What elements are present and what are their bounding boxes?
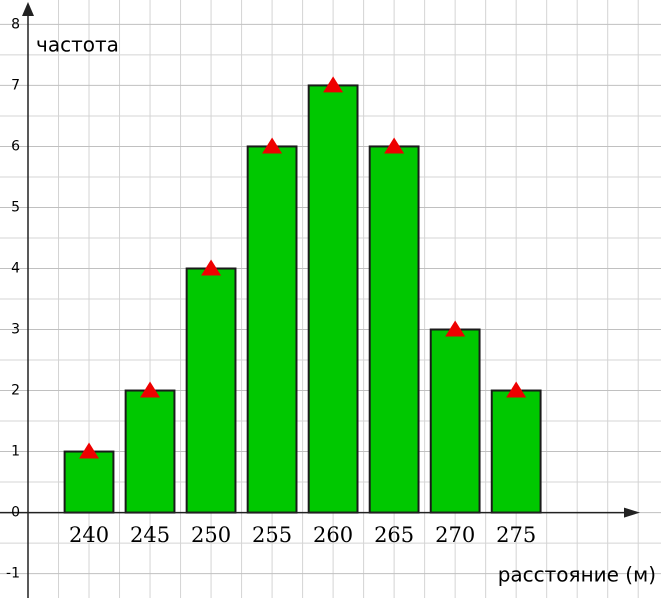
marks — [63, 76, 542, 514]
y-tick-label: 0 — [11, 505, 20, 521]
bar — [124, 389, 176, 514]
x-axis-arrow — [624, 507, 640, 518]
marker — [323, 76, 344, 93]
y-tick-label: 5 — [11, 199, 20, 215]
y-tick-label: -1 — [6, 566, 20, 582]
x-tick-label: 265 — [374, 523, 414, 547]
y-tick-label: 1 — [11, 444, 20, 460]
y-axis-label: частота — [36, 33, 119, 57]
x-tick-label: 240 — [69, 523, 109, 547]
x-tick-label: 250 — [191, 523, 231, 547]
bar — [490, 389, 542, 514]
bar — [429, 328, 481, 514]
marker — [506, 381, 527, 398]
y-axis-arrow — [22, 2, 34, 16]
y-tick-label: 4 — [11, 260, 20, 276]
bar — [63, 450, 115, 514]
y-tick-label: 7 — [11, 77, 20, 93]
y-tick-label: 2 — [11, 383, 20, 399]
marker — [384, 137, 405, 154]
y-tick-label: 8 — [11, 16, 20, 32]
bar — [246, 145, 298, 514]
x-tick-label: 275 — [496, 523, 536, 547]
x-tick-label: 255 — [252, 523, 292, 547]
x-axis-label: расстояние (м) — [498, 563, 656, 587]
marker — [445, 320, 466, 337]
x-tick-label: 270 — [435, 523, 475, 547]
marker — [262, 137, 283, 154]
x-tick-label: 260 — [313, 523, 353, 547]
x-tick-label: 245 — [130, 523, 170, 547]
y-tick-label: 6 — [11, 138, 20, 154]
marker — [140, 381, 161, 398]
marker — [201, 259, 222, 276]
bar — [185, 267, 237, 514]
marker — [79, 442, 100, 459]
y-tick-label: 3 — [11, 322, 20, 338]
bar — [307, 84, 359, 514]
bar — [368, 145, 420, 514]
